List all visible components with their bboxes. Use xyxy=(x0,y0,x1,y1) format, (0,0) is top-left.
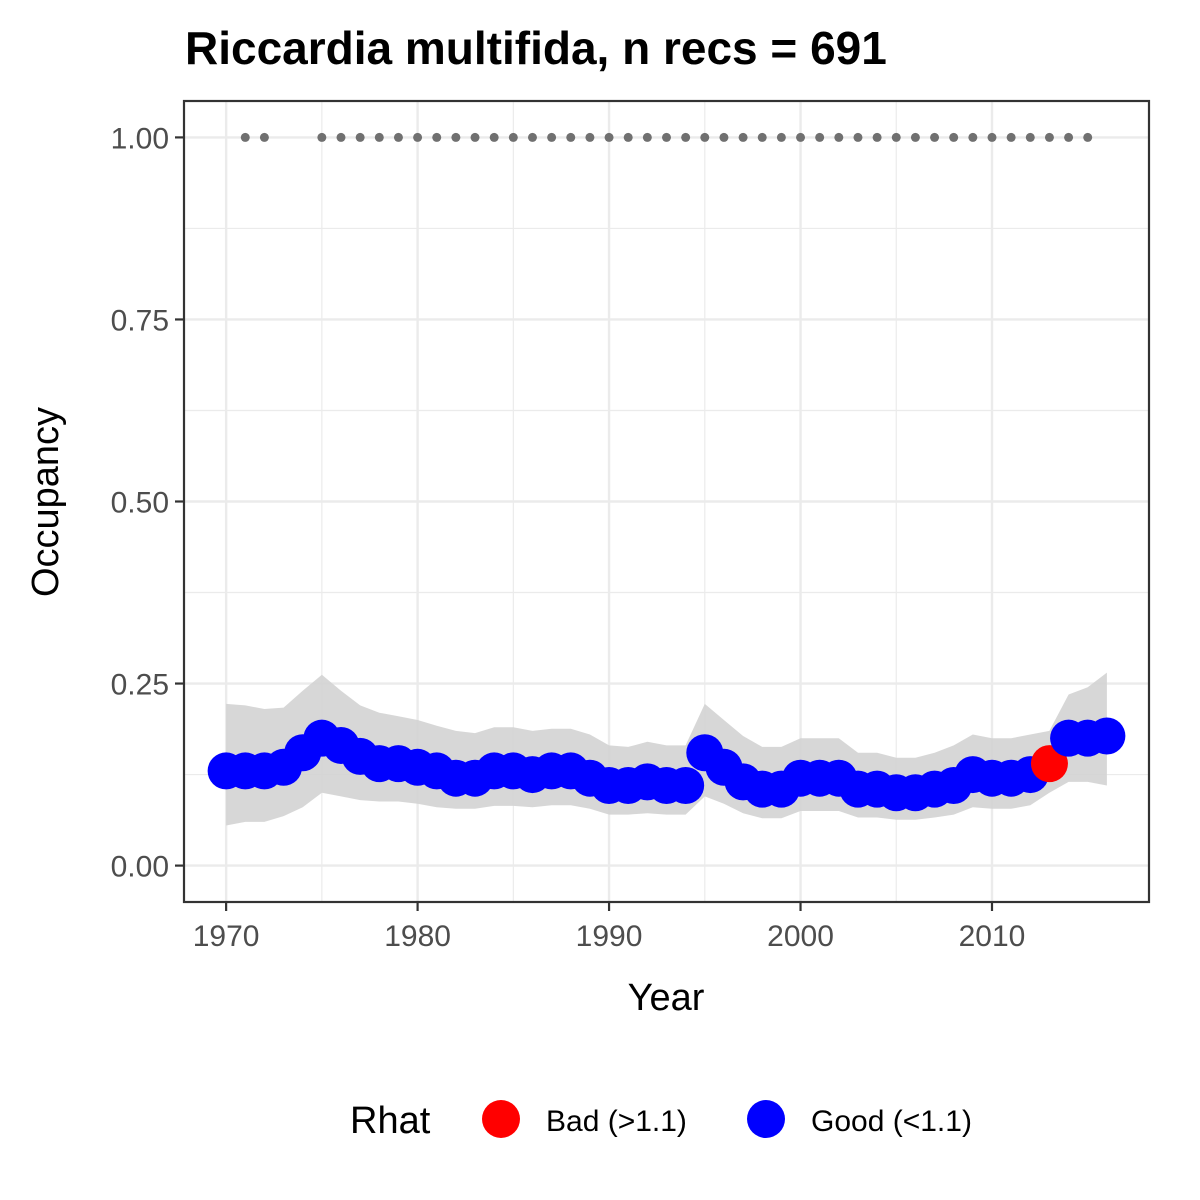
legend-title: Rhat xyxy=(350,1100,431,1142)
x-tick-label: 1970 xyxy=(193,920,260,953)
legend-swatch-bad xyxy=(482,1100,520,1138)
y-tick-label: 0.25 xyxy=(111,669,169,702)
y-tick-label: 0.00 xyxy=(111,851,169,884)
x-tick-label: 1980 xyxy=(384,920,451,953)
detection-point xyxy=(853,132,863,142)
detection-point xyxy=(930,132,940,142)
axis-ticks: 1970 1980 1990 2000 2010 0.00 0.25 0.50 0.75 1.00 xyxy=(111,122,1026,953)
detection-point xyxy=(470,132,480,142)
y-tick-label: 0.75 xyxy=(111,304,169,337)
detection-point xyxy=(815,132,825,142)
detection-point xyxy=(451,132,461,142)
detection-point xyxy=(796,132,806,142)
detection-point xyxy=(968,132,978,142)
detection-point xyxy=(393,132,403,142)
detection-point xyxy=(432,132,442,142)
legend-label-good: Good (<1.1) xyxy=(811,1105,972,1138)
legend: Rhat Bad (>1.1) Good (<1.1) xyxy=(350,1100,972,1142)
detection-point xyxy=(508,132,518,142)
detection-point xyxy=(336,132,346,142)
x-axis-label: Year xyxy=(628,977,705,1019)
detection-point xyxy=(259,132,269,142)
detection-point xyxy=(834,132,844,142)
detection-point xyxy=(757,132,767,142)
detection-point xyxy=(872,132,882,142)
legend-label-bad: Bad (>1.1) xyxy=(546,1105,687,1138)
detection-point xyxy=(681,132,691,142)
detection-point xyxy=(700,132,710,142)
chart-title: Riccardia multifida, n recs = 691 xyxy=(185,22,887,74)
detection-point xyxy=(642,132,652,142)
occupancy-point-good xyxy=(667,766,705,804)
y-axis-label: Occupancy xyxy=(25,407,67,597)
y-tick-label: 0.50 xyxy=(111,487,169,520)
occupancy-point-bad xyxy=(1030,745,1068,783)
x-tick-label: 1990 xyxy=(576,920,643,953)
detection-point xyxy=(662,132,671,142)
detection-point xyxy=(1025,132,1035,142)
detection-point xyxy=(1083,132,1093,142)
data-points xyxy=(207,132,1126,812)
detection-point xyxy=(910,132,920,142)
detection-point xyxy=(240,132,250,142)
occupancy-point-good xyxy=(1088,717,1126,755)
detection-point xyxy=(566,132,576,142)
x-tick-label: 2010 xyxy=(959,920,1026,953)
detection-point xyxy=(413,132,423,142)
y-tick-label: 1.00 xyxy=(111,122,169,155)
detection-point xyxy=(527,132,537,142)
detection-point xyxy=(987,132,997,142)
detection-point xyxy=(374,132,384,142)
detection-point xyxy=(1044,132,1054,142)
detection-point xyxy=(547,132,557,142)
detection-point xyxy=(585,132,595,142)
detection-point xyxy=(891,132,901,142)
detection-point xyxy=(623,132,633,142)
detection-point xyxy=(1006,132,1016,142)
detection-point xyxy=(604,132,614,142)
detection-point xyxy=(719,132,729,142)
detection-point xyxy=(489,132,499,142)
detection-point xyxy=(776,132,786,142)
detection-point xyxy=(355,132,365,142)
x-tick-label: 2000 xyxy=(767,920,834,953)
detection-point xyxy=(949,132,959,142)
detection-point xyxy=(1064,132,1074,142)
detection-point xyxy=(738,132,748,142)
detection-point xyxy=(317,132,327,142)
legend-swatch-good xyxy=(747,1100,785,1138)
